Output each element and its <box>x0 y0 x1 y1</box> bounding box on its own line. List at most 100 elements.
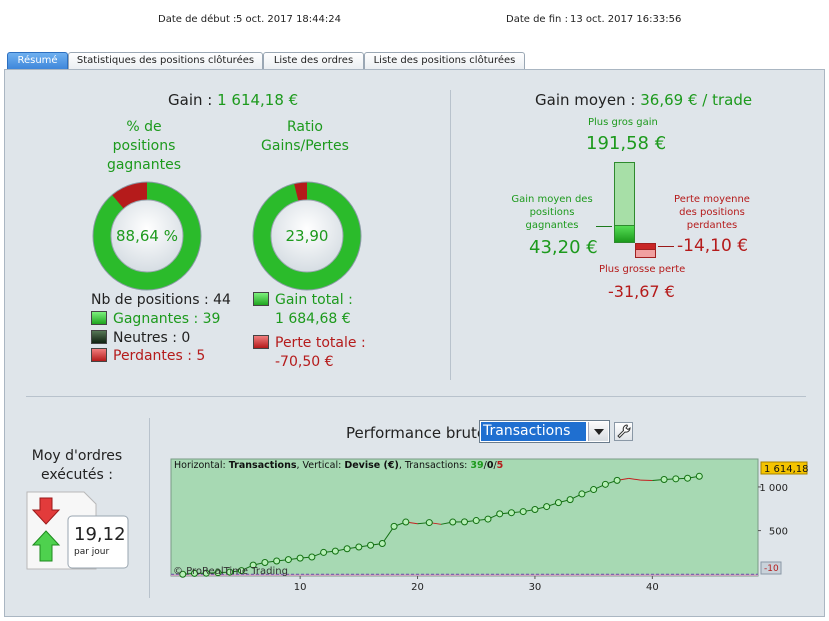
x-tick-label: 20 <box>411 582 424 593</box>
ratio-title-line: Ratio <box>287 119 323 135</box>
header-sep: / <box>493 460 497 471</box>
date-header: Date de début : 5 oct. 2017 18:44:24 Dat… <box>0 0 829 42</box>
perte-totale: Perte totale : <box>253 335 366 351</box>
negative-zone <box>171 574 758 576</box>
legend-winning: Gagnantes : 39 <box>91 311 220 327</box>
series-point <box>402 518 410 526</box>
orders-card: 19,12 par jour <box>26 491 129 570</box>
series-point <box>214 569 222 577</box>
ratio-title-line: Gains/Pertes <box>261 138 349 154</box>
winning-swatch <box>91 311 107 325</box>
series-point <box>355 543 363 551</box>
tab-resume[interactable]: Résumé <box>7 52 68 70</box>
perte-totale-label: Perte totale : <box>275 335 366 351</box>
ratio-donut-border <box>252 181 362 291</box>
pct-title-line: % de <box>126 119 162 135</box>
header-win: 39 <box>470 460 483 471</box>
series-point <box>672 475 680 483</box>
header-sep: / <box>484 460 488 471</box>
gain-moyen-line: positions <box>529 207 575 218</box>
x-tick-label: 10 <box>294 582 307 593</box>
series-point <box>261 558 269 566</box>
series-point <box>273 557 281 565</box>
gain-total-label: Gain total : <box>275 292 353 308</box>
x-axis: 10 20 30 40 <box>294 576 659 593</box>
x-tick-label: 40 <box>646 582 659 593</box>
loss-arrow-icon <box>658 246 674 247</box>
end-date-label: Date de fin : <box>506 14 568 25</box>
gain-moyen-title: Gain moyen : 36,69 € / trade <box>535 91 752 109</box>
gain-moyen-label: Gain moyen : <box>535 91 636 109</box>
series-point <box>320 548 328 556</box>
arrow-down-icon <box>31 497 61 525</box>
arrow-up-icon <box>31 530 61 562</box>
settings-button[interactable] <box>614 422 633 441</box>
series-point <box>531 505 539 513</box>
ratio-donut-win-arc <box>253 182 361 290</box>
series-point <box>343 545 351 553</box>
series-point <box>425 519 433 527</box>
performance-select[interactable]: Transactions <box>479 420 610 443</box>
gain-arrow-icon <box>596 226 612 227</box>
series-point <box>190 569 198 577</box>
losing-label: Perdantes : 5 <box>113 348 206 364</box>
tab-statistiques[interactable]: Statistiques des positions clôturées <box>68 52 263 70</box>
gain-total: Gain total : <box>253 292 353 308</box>
pct-donut-border <box>92 181 202 291</box>
perte-moyenne-value: -14,10 € <box>677 236 749 256</box>
pct-value: 88,64 % <box>116 227 178 245</box>
series-point <box>507 509 515 517</box>
end-date-value: 13 oct. 2017 16:33:56 <box>570 14 682 25</box>
neutral-label: Neutres : 0 <box>113 330 191 346</box>
series-point <box>601 480 609 488</box>
lower-divider <box>149 418 150 598</box>
tab-liste-ordres[interactable]: Liste des ordres <box>263 52 364 70</box>
gain-total-value: 1 684,68 € <box>275 311 351 327</box>
series-point <box>590 486 598 494</box>
series-point <box>613 476 621 484</box>
wrench-icon <box>617 424 631 439</box>
gain-total-swatch <box>253 292 269 306</box>
ratio-title: Ratio Gains/Pertes <box>247 118 363 156</box>
pct-title-line: positions <box>112 138 176 154</box>
series-point <box>249 561 257 569</box>
pct-title-line: gagnantes <box>106 157 182 173</box>
select-dropdown-button[interactable] <box>588 422 608 441</box>
orders-card-graphic <box>26 491 129 570</box>
series-point <box>226 568 234 576</box>
plus-gros-gain-label: Plus gros gain <box>588 117 658 128</box>
pct-donut-win-arc <box>93 182 201 290</box>
gain-moyen-gagnantes-value: 43,20 € <box>529 237 598 258</box>
avg-gain-bar <box>614 225 635 243</box>
plus-grosse-perte-label: Plus grosse perte <box>599 264 686 275</box>
header-prefix: Horizontal: <box>174 460 226 471</box>
gain-title: Gain : 1 614,18 € <box>168 91 298 109</box>
tab-liste-positions[interactable]: Liste des positions clôturées <box>364 52 525 70</box>
series-point <box>684 474 692 482</box>
ratio-value: 23,90 <box>286 227 329 245</box>
series-point <box>695 472 703 480</box>
series-point <box>554 499 562 507</box>
performance-label: Performance brute <box>346 424 487 442</box>
header-horizontal: Transactions <box>229 460 297 471</box>
perte-moyenne-label: Perte moyenne des positions perdantes <box>670 193 754 232</box>
series-point <box>367 541 375 549</box>
series-point <box>308 553 316 561</box>
ratio-donut-center <box>270 199 344 273</box>
y-tick-label: 500 <box>769 527 788 538</box>
legend-neutral: Neutres : 0 <box>91 330 190 346</box>
plot-area <box>170 458 759 577</box>
series-segment <box>628 477 641 481</box>
gain-moyen-gagnantes-label: Gain moyen des positions gagnantes <box>505 193 599 232</box>
winning-label: Gagnantes : 39 <box>113 311 221 327</box>
gain-value: 1 614,18 € <box>217 91 299 109</box>
ratio-donut: 23,90 <box>252 181 362 291</box>
losing-swatch <box>91 348 107 362</box>
pct-title: % de positions gagnantes <box>82 118 206 175</box>
series-point <box>496 510 504 518</box>
chart-header: Horizontal: Transactions, Vertical: Devi… <box>174 460 503 471</box>
zero-value-badge <box>760 561 782 575</box>
perte-totale-swatch <box>253 335 269 349</box>
perte-moyenne-line: des positions <box>679 207 745 218</box>
